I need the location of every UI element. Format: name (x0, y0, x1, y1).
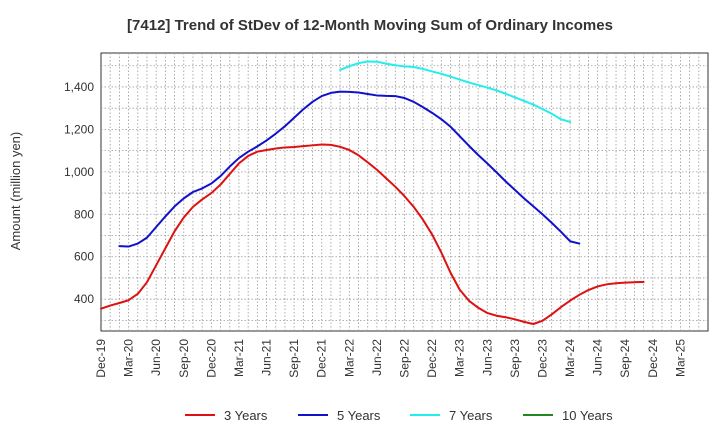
x-axis-ticks: Dec-19 Mar-20 Jun-20 Sep-20 Dec-20 Mar-21 Jun-… (94, 339, 687, 378)
x-tick-label: Sep-20 (177, 339, 191, 378)
x-tick-label: Jun-21 (260, 339, 274, 376)
x-tick-label: Dec-23 (535, 339, 549, 378)
legend-label-10-years: 10 Years (562, 408, 613, 423)
legend: 3 Years 5 Years 7 Years 10 Years (185, 408, 613, 423)
grid-lines (101, 53, 708, 331)
x-tick-label: Jun-20 (149, 339, 163, 376)
x-tick-label: Mar-25 (673, 339, 687, 377)
legend-label-5-years: 5 Years (337, 408, 381, 423)
x-tick-label: Sep-24 (618, 339, 632, 378)
x-tick-label: Jun-24 (591, 339, 605, 376)
x-tick-label: Mar-23 (453, 339, 467, 377)
x-tick-label: Mar-20 (122, 339, 136, 377)
series-line-3-years (100, 143, 645, 325)
y-tick-label: 800 (74, 207, 94, 221)
series-lines (100, 60, 645, 325)
y-tick-label: 1,400 (64, 80, 94, 94)
x-tick-label: Dec-19 (94, 339, 108, 378)
legend-label-3-years: 3 Years (224, 408, 268, 423)
series-line-7-years (339, 60, 572, 123)
x-tick-label: Mar-22 (342, 339, 356, 377)
x-tick-label: Dec-22 (425, 339, 439, 378)
x-tick-label: Dec-24 (646, 339, 660, 378)
x-tick-label: Sep-22 (398, 339, 412, 378)
y-tick-label: 400 (74, 292, 94, 306)
x-tick-label: Dec-21 (315, 339, 329, 378)
y-tick-label: 1,200 (64, 122, 94, 136)
x-tick-label: Dec-20 (204, 339, 218, 378)
y-axis-ticks: 400 600 800 1,000 1,200 1,400 (64, 80, 94, 306)
legend-label-7-years: 7 Years (449, 408, 493, 423)
x-tick-label: Sep-21 (287, 339, 301, 378)
x-tick-label: Jun-23 (480, 339, 494, 376)
y-axis-title: Amount (million yen) (8, 132, 23, 251)
x-tick-label: Sep-23 (508, 339, 522, 378)
y-tick-label: 1,000 (64, 165, 94, 179)
series-line-5-years (118, 90, 581, 248)
x-tick-label: Mar-21 (232, 339, 246, 377)
x-tick-label: Mar-24 (563, 339, 577, 377)
y-tick-label: 600 (74, 250, 94, 264)
x-tick-label: Jun-22 (370, 339, 384, 376)
chart-title: [7412] Trend of StDev of 12-Month Moving… (127, 17, 613, 34)
